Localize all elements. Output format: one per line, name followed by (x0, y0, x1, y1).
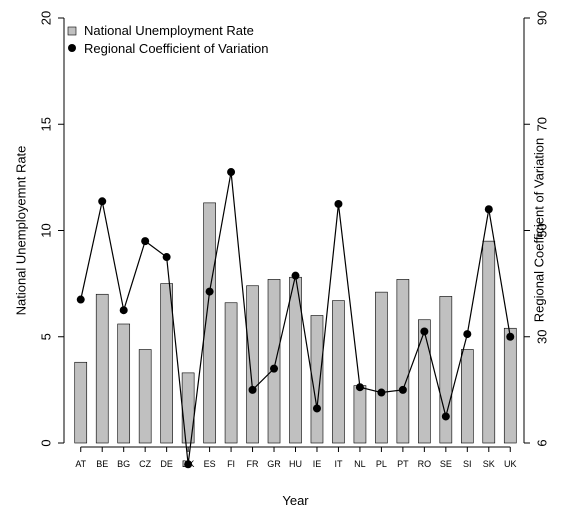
x-axis-title: Year (282, 493, 309, 508)
right-tick-label: 50 (534, 223, 549, 237)
left-tick-label: 5 (38, 333, 53, 340)
cv-point-dk (184, 460, 193, 469)
bar-uk (503, 327, 517, 444)
cv-point-nl (355, 383, 364, 392)
x-tick-label-se: SE (440, 459, 452, 469)
x-tick-label-ro: RO (418, 459, 432, 469)
legend-point-swatch (68, 44, 76, 52)
bar-pt (396, 279, 410, 444)
bar-it (332, 300, 345, 444)
cv-point-ro (420, 327, 429, 336)
bar-si (460, 349, 474, 444)
x-tick-label-it: IT (334, 459, 343, 469)
bar-es (203, 202, 216, 444)
legend-label-unemployment: National Unemployment Rate (84, 23, 254, 38)
x-tick-label-fi: FI (227, 459, 235, 469)
labels-layer: 0 5 10 15 20 6 30 50 70 90 AT BE BG CZ DE DK ES FI FR GR HU I… (13, 11, 549, 508)
bar-fr (246, 285, 259, 444)
x-tick-label-cz: CZ (139, 459, 151, 469)
legend-label-cv: Regional Coefficient of Variation (84, 41, 269, 56)
x-tick-label-gr: GR (267, 459, 281, 469)
right-tick-label: 30 (534, 330, 549, 344)
x-tick-label-sk: SK (483, 459, 495, 469)
cv-point-pt (398, 385, 407, 394)
line-layer (76, 168, 515, 469)
y-axis-title: National Unemployemnt Rate (13, 146, 28, 316)
bar-at (74, 361, 88, 444)
legend-bar-swatch (67, 26, 77, 36)
legend: National Unemployment Rate Regional Coeff… (67, 23, 269, 56)
cv-point-se (441, 412, 450, 421)
bar-cz (138, 349, 152, 444)
cv-point-gr (270, 364, 279, 373)
x-tick-label-uk: UK (504, 459, 517, 469)
cv-point-cz (141, 237, 150, 246)
x-tick-label-nl: NL (354, 459, 366, 469)
x-tick-label-si: SI (463, 459, 472, 469)
bar-sk (482, 240, 496, 444)
bar-nl (353, 385, 367, 444)
x-tick-label-fr: FR (247, 459, 259, 469)
x-tick-label-hu: HU (289, 459, 302, 469)
left-tick-label: 10 (38, 223, 53, 237)
left-tick-label: 20 (38, 11, 53, 25)
bar-pl (375, 291, 388, 444)
left-tick-label: 0 (38, 439, 53, 446)
cv-point-at (76, 295, 85, 304)
bar-ro (418, 319, 431, 444)
y2-axis-title: Regional Coefficient of Variation (531, 138, 546, 323)
bar-ie (310, 315, 324, 444)
cv-point-fr (248, 385, 257, 394)
cv-point-it (334, 199, 343, 208)
bar-fi (224, 302, 238, 444)
cv-point-ie (312, 404, 321, 413)
right-tick-label: 90 (534, 11, 549, 25)
x-tick-label-be: BE (96, 459, 108, 469)
bar-be (95, 293, 109, 444)
left-tick-label: 15 (38, 117, 53, 131)
x-tick-label-dk: DK (182, 459, 195, 469)
cv-point-pl (377, 388, 386, 397)
cv-point-sk (484, 205, 493, 214)
bar-se (439, 296, 453, 444)
cv-point-be (98, 197, 107, 206)
bars-layer (74, 202, 517, 444)
x-tick-label-pl: PL (376, 459, 387, 469)
cv-point-si (463, 330, 472, 339)
x-tick-label-de: DE (160, 459, 173, 469)
right-tick-label: 70 (534, 117, 549, 131)
cv-point-uk (506, 332, 515, 341)
cv-point-fi (227, 168, 236, 177)
x-tick-label-at: AT (75, 459, 86, 469)
x-tick-label-bg: BG (117, 459, 130, 469)
cv-point-es (205, 287, 214, 296)
x-tick-label-ie: IE (313, 459, 322, 469)
axes-layer (58, 17, 530, 452)
bar-gr (267, 279, 281, 444)
right-tick-label: 6 (534, 439, 549, 446)
cv-point-hu (291, 271, 300, 280)
bar-bg (117, 323, 131, 444)
x-tick-label-pt: PT (397, 459, 409, 469)
cv-point-bg (119, 306, 128, 315)
cv-point-de (162, 253, 171, 262)
x-tick-label-es: ES (204, 459, 216, 469)
bar-de (160, 283, 173, 444)
